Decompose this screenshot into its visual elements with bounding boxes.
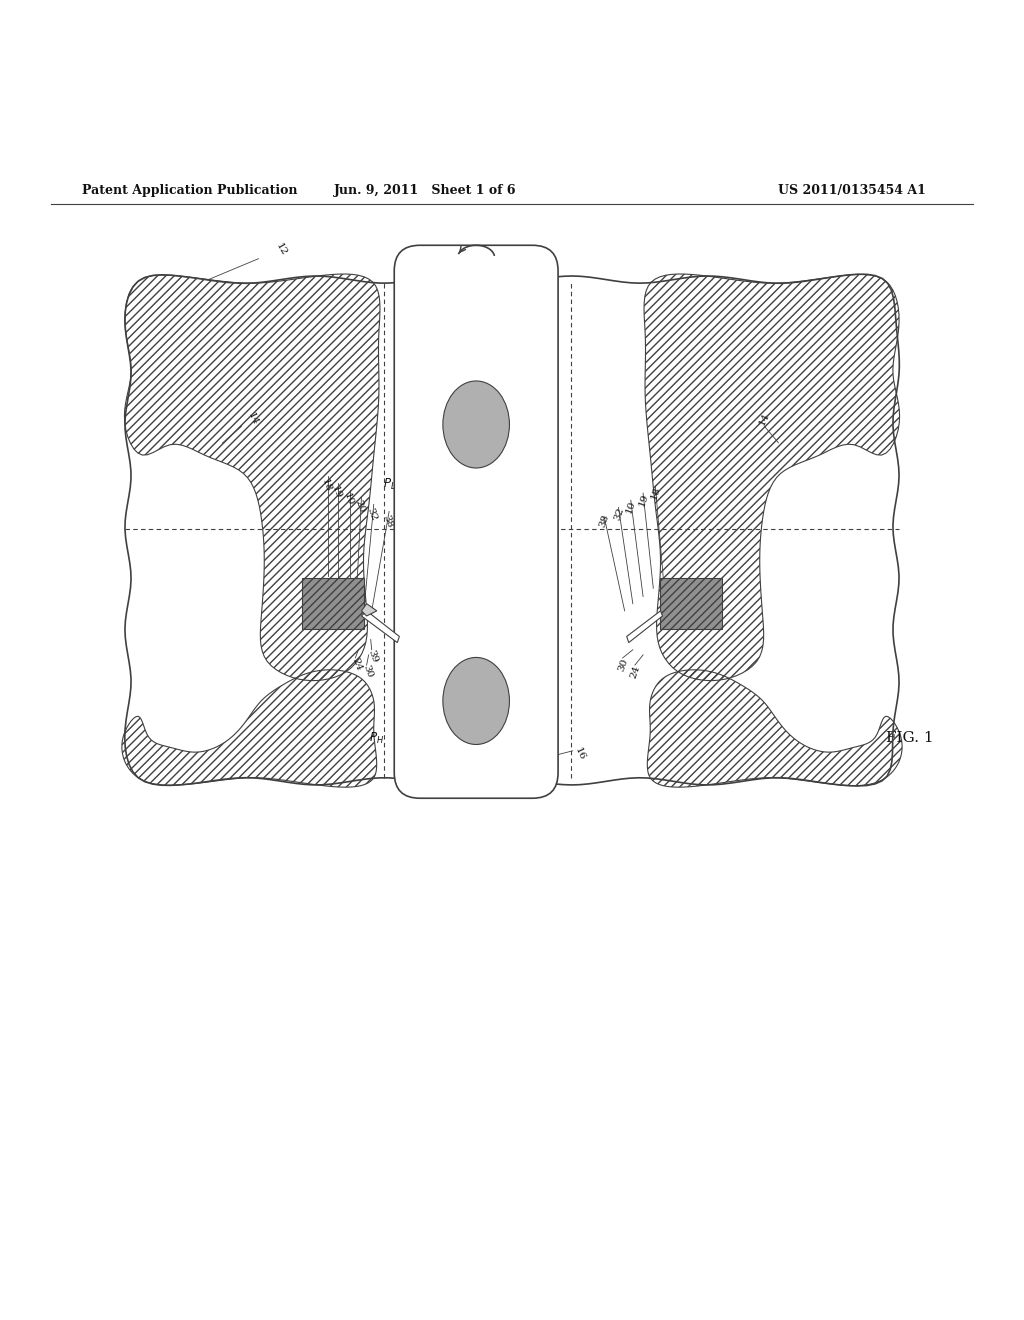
Text: 32: 32 <box>366 506 379 521</box>
Text: 18: 18 <box>649 484 663 500</box>
Text: 10: 10 <box>625 499 638 515</box>
Text: 38: 38 <box>598 513 611 529</box>
Text: 30: 30 <box>361 664 375 680</box>
Text: Jun. 9, 2011   Sheet 1 of 6: Jun. 9, 2011 Sheet 1 of 6 <box>334 183 516 197</box>
Text: 39: 39 <box>367 648 380 664</box>
Ellipse shape <box>442 657 510 744</box>
Text: FIG. 1: FIG. 1 <box>886 731 934 744</box>
Text: US 2011/0135454 A1: US 2011/0135454 A1 <box>778 183 926 197</box>
Ellipse shape <box>442 381 510 469</box>
Polygon shape <box>361 603 377 616</box>
FancyBboxPatch shape <box>660 578 722 630</box>
Text: 18: 18 <box>319 478 333 494</box>
Text: 32: 32 <box>612 506 626 521</box>
Polygon shape <box>627 611 663 643</box>
Text: 12: 12 <box>274 242 289 257</box>
Text: 20: 20 <box>353 499 367 515</box>
Text: 24: 24 <box>629 664 642 680</box>
Text: $P_H$: $P_H$ <box>369 731 384 746</box>
FancyBboxPatch shape <box>394 246 558 799</box>
Text: 30: 30 <box>616 657 630 672</box>
Text: $P_L$: $P_L$ <box>383 477 396 492</box>
Text: 24: 24 <box>350 657 364 672</box>
Text: 14: 14 <box>246 411 259 426</box>
Text: 16: 16 <box>573 747 587 763</box>
FancyBboxPatch shape <box>302 578 364 630</box>
Text: 10: 10 <box>342 492 355 507</box>
Text: 15: 15 <box>522 257 536 267</box>
Text: 19: 19 <box>330 484 343 500</box>
Text: 38: 38 <box>381 513 394 529</box>
Text: 14: 14 <box>758 411 771 426</box>
Text: 19: 19 <box>637 492 650 507</box>
Polygon shape <box>361 611 399 643</box>
Text: Patent Application Publication: Patent Application Publication <box>82 183 297 197</box>
